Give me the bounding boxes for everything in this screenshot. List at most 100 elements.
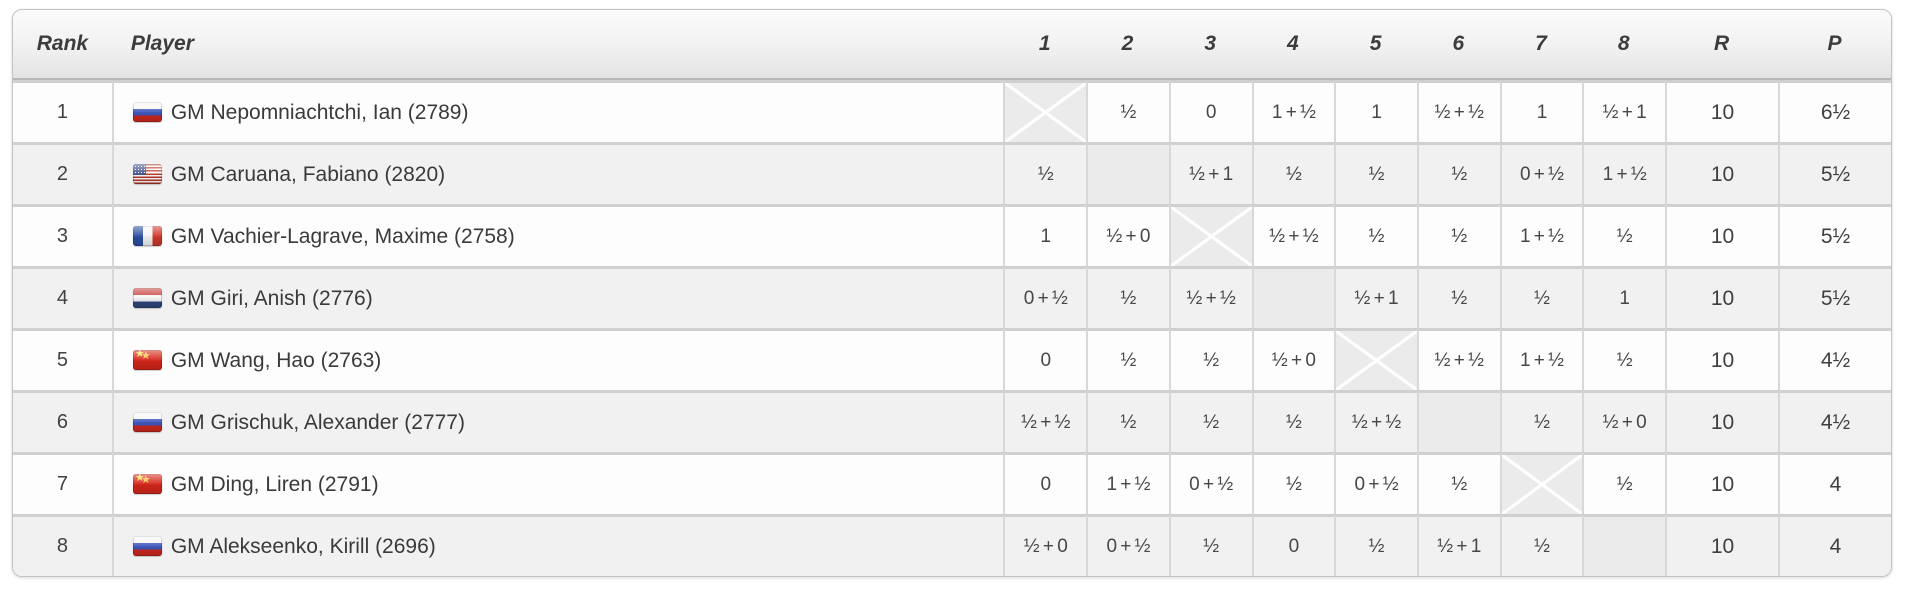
- crosstable: Rank Player 1 2 3 4 5 6 7 8 R P 1 GM Nepo…: [12, 9, 1892, 577]
- diagonal-cell: [1582, 514, 1666, 576]
- header-round-2: 2: [1086, 10, 1169, 80]
- rank-cell: 1: [13, 80, 112, 142]
- diagonal-cell: [1334, 328, 1417, 390]
- result-cell: 1 + ½: [1086, 452, 1169, 514]
- points-cell: 6½: [1778, 80, 1891, 142]
- header-row: Rank Player 1 2 3 4 5 6 7 8 R P: [13, 10, 1891, 80]
- result-cell: ½: [1086, 328, 1169, 390]
- points-cell: 4½: [1778, 328, 1891, 390]
- header-rank: Rank: [13, 10, 112, 80]
- result-cell: 1 + ½: [1251, 80, 1335, 142]
- player-name: GM Nepomniachtchi, Ian (2789): [170, 100, 469, 124]
- result-cell: 1 + ½: [1499, 204, 1583, 266]
- rank-cell: 4: [13, 266, 112, 328]
- player-cell: GM Ding, Liren (2791): [111, 452, 1004, 514]
- player-name: GM Caruana, Fabiano (2820): [170, 162, 446, 186]
- rank-cell: 2: [13, 142, 112, 204]
- points-cell: 5½: [1778, 266, 1891, 328]
- result-cell: 1: [1334, 80, 1417, 142]
- table-row: 7GM Ding, Liren (2791)01 + ½0 + ½½0 + ½½…: [13, 452, 1891, 514]
- player-cell: GM Grischuk, Alexander (2777): [111, 390, 1004, 452]
- rating-games-cell: 10: [1665, 204, 1778, 266]
- result-cell: 1 + ½: [1499, 328, 1583, 390]
- result-cell: ½ + ½: [1416, 80, 1500, 142]
- result-cell: ½: [1003, 142, 1087, 204]
- result-cell: ½: [1251, 452, 1335, 514]
- player-cell: GM Vachier-Lagrave, Maxime (2758): [111, 204, 1004, 266]
- result-cell: ½: [1251, 142, 1335, 204]
- result-cell: ½: [1499, 390, 1583, 452]
- table-row: 5GM Wang, Hao (2763)0½½½ + 0½ + ½1 + ½½1…: [13, 328, 1891, 390]
- header-points: P: [1778, 10, 1891, 80]
- points-cell: 5½: [1778, 204, 1891, 266]
- standings-table: Rank Player 1 2 3 4 5 6 7 8 R P 1 GM Nepo…: [13, 10, 1891, 576]
- result-cell: 0: [1168, 80, 1252, 142]
- result-cell: ½: [1416, 452, 1500, 514]
- result-cell: ½: [1086, 390, 1169, 452]
- header-round-8: 8: [1582, 10, 1666, 80]
- netherlands-flag-icon: [132, 287, 162, 308]
- player-cell: GM Nepomniachtchi, Ian (2789): [111, 80, 1004, 142]
- china-flag-icon: [132, 349, 162, 370]
- result-cell: 0: [1003, 452, 1087, 514]
- result-cell: ½: [1334, 142, 1417, 204]
- header-rating-games: R: [1665, 10, 1778, 80]
- points-cell: 5½: [1778, 142, 1891, 204]
- result-cell: 0 + ½: [1499, 142, 1583, 204]
- result-cell: ½ + 0: [1251, 328, 1335, 390]
- result-cell: ½ + 0: [1003, 514, 1087, 576]
- result-cell: ½ + ½: [1168, 266, 1252, 328]
- result-cell: ½: [1168, 328, 1252, 390]
- diagonal-cell: [1168, 204, 1252, 266]
- header-round-4: 4: [1251, 10, 1335, 80]
- diagonal-cell: [1416, 390, 1500, 452]
- result-cell: 0 + ½: [1086, 514, 1169, 576]
- player-name: GM Vachier-Lagrave, Maxime (2758): [170, 224, 515, 248]
- result-cell: ½: [1334, 514, 1417, 576]
- player-name: GM Ding, Liren (2791): [170, 472, 379, 496]
- result-cell: 1: [1582, 266, 1666, 328]
- russia-flag-icon: [132, 535, 162, 556]
- result-cell: 0: [1251, 514, 1335, 576]
- result-cell: ½ + 1: [1582, 80, 1666, 142]
- result-cell: ½: [1334, 204, 1417, 266]
- russia-flag-icon: [132, 101, 162, 122]
- diagonal-cell: [1086, 142, 1169, 204]
- result-cell: ½: [1416, 142, 1500, 204]
- china-flag-icon: [132, 473, 162, 494]
- result-cell: ½: [1582, 328, 1666, 390]
- result-cell: ½: [1086, 80, 1169, 142]
- rank-cell: 6: [13, 390, 112, 452]
- header-round-5: 5: [1334, 10, 1417, 80]
- result-cell: ½ + 0: [1086, 204, 1169, 266]
- rating-games-cell: 10: [1665, 452, 1778, 514]
- result-cell: ½ + 0: [1582, 390, 1666, 452]
- result-cell: ½ + ½: [1003, 390, 1087, 452]
- result-cell: 1: [1499, 80, 1583, 142]
- result-cell: ½ + ½: [1334, 390, 1417, 452]
- rank-cell: 7: [13, 452, 112, 514]
- rating-games-cell: 10: [1665, 142, 1778, 204]
- result-cell: 1 + ½: [1582, 142, 1666, 204]
- result-cell: 0 + ½: [1003, 266, 1087, 328]
- result-cell: ½ + 1: [1334, 266, 1417, 328]
- player-name: GM Giri, Anish (2776): [170, 286, 373, 310]
- result-cell: 1: [1003, 204, 1087, 266]
- rating-games-cell: 10: [1665, 328, 1778, 390]
- france-flag-icon: [132, 225, 162, 246]
- result-cell: ½: [1499, 514, 1583, 576]
- player-cell: GM Alekseenko, Kirill (2696): [111, 514, 1004, 576]
- header-round-1: 1: [1003, 10, 1087, 80]
- player-cell: GM Giri, Anish (2776): [111, 266, 1004, 328]
- player-cell: GM Caruana, Fabiano (2820): [111, 142, 1004, 204]
- header-player: Player: [111, 10, 1004, 80]
- result-cell: 0 + ½: [1334, 452, 1417, 514]
- result-cell: ½ + ½: [1416, 328, 1500, 390]
- diagonal-cell: [1251, 266, 1335, 328]
- usa-flag-icon: [132, 163, 162, 184]
- player-name: GM Alekseenko, Kirill (2696): [170, 534, 436, 558]
